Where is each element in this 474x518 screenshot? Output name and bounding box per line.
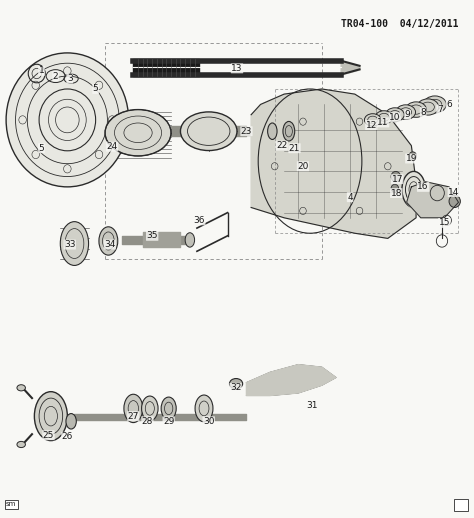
Ellipse shape xyxy=(161,397,176,420)
Ellipse shape xyxy=(195,395,213,422)
Text: 6: 6 xyxy=(446,100,452,109)
Text: 28: 28 xyxy=(142,417,153,426)
Ellipse shape xyxy=(181,112,237,151)
Text: 18: 18 xyxy=(391,189,402,197)
Circle shape xyxy=(409,152,417,160)
Ellipse shape xyxy=(17,441,26,448)
Ellipse shape xyxy=(283,121,295,141)
Text: 31: 31 xyxy=(307,401,318,410)
Text: 32: 32 xyxy=(230,383,241,392)
Ellipse shape xyxy=(229,379,243,389)
Text: 17: 17 xyxy=(392,175,403,184)
Text: 23: 23 xyxy=(241,127,252,136)
Text: 21: 21 xyxy=(289,143,300,153)
Ellipse shape xyxy=(417,99,439,115)
Text: 10: 10 xyxy=(389,113,401,122)
Ellipse shape xyxy=(35,392,67,441)
Text: 36: 36 xyxy=(193,216,205,225)
Ellipse shape xyxy=(406,102,427,117)
Circle shape xyxy=(6,53,128,187)
Text: 3: 3 xyxy=(67,74,73,83)
Text: 26: 26 xyxy=(62,432,73,441)
Circle shape xyxy=(391,184,399,193)
Text: 27: 27 xyxy=(128,412,139,421)
Text: 1: 1 xyxy=(38,66,44,76)
Text: 8: 8 xyxy=(420,108,426,117)
Text: 25: 25 xyxy=(43,430,54,440)
Text: 5: 5 xyxy=(93,84,99,93)
Ellipse shape xyxy=(99,227,118,255)
Ellipse shape xyxy=(375,111,393,124)
Text: sm: sm xyxy=(6,501,17,507)
Text: 20: 20 xyxy=(297,162,309,171)
Text: 2: 2 xyxy=(53,71,58,81)
Ellipse shape xyxy=(185,233,195,247)
Ellipse shape xyxy=(142,396,158,421)
Text: 5: 5 xyxy=(38,143,44,153)
Ellipse shape xyxy=(60,222,89,265)
Text: 14: 14 xyxy=(448,188,459,196)
Text: TR04-100  04/12/2011: TR04-100 04/12/2011 xyxy=(341,19,458,30)
Text: 9: 9 xyxy=(405,110,410,119)
Circle shape xyxy=(449,195,460,208)
Ellipse shape xyxy=(17,385,26,391)
Text: 30: 30 xyxy=(203,417,214,426)
Text: 34: 34 xyxy=(104,240,116,249)
Text: 19: 19 xyxy=(406,154,417,163)
Text: 29: 29 xyxy=(163,417,174,426)
Text: 11: 11 xyxy=(377,118,389,127)
Text: 4: 4 xyxy=(347,193,353,202)
Ellipse shape xyxy=(396,105,416,120)
Text: 15: 15 xyxy=(438,219,450,227)
Text: 12: 12 xyxy=(365,121,377,130)
Polygon shape xyxy=(251,89,416,238)
Ellipse shape xyxy=(66,413,76,429)
Polygon shape xyxy=(246,365,336,396)
Ellipse shape xyxy=(124,394,143,423)
FancyBboxPatch shape xyxy=(454,499,468,511)
Polygon shape xyxy=(407,182,458,218)
Ellipse shape xyxy=(268,123,277,139)
Text: 24: 24 xyxy=(107,142,118,151)
Text: 13: 13 xyxy=(231,64,243,73)
Text: 7: 7 xyxy=(437,105,443,114)
Ellipse shape xyxy=(402,171,426,208)
Text: 33: 33 xyxy=(64,240,75,249)
Text: 35: 35 xyxy=(146,232,158,240)
Text: 22: 22 xyxy=(276,141,287,150)
Ellipse shape xyxy=(105,110,171,156)
Ellipse shape xyxy=(385,108,404,122)
Text: 16: 16 xyxy=(418,182,429,191)
Circle shape xyxy=(391,171,401,182)
Ellipse shape xyxy=(365,114,381,126)
Ellipse shape xyxy=(423,96,447,113)
